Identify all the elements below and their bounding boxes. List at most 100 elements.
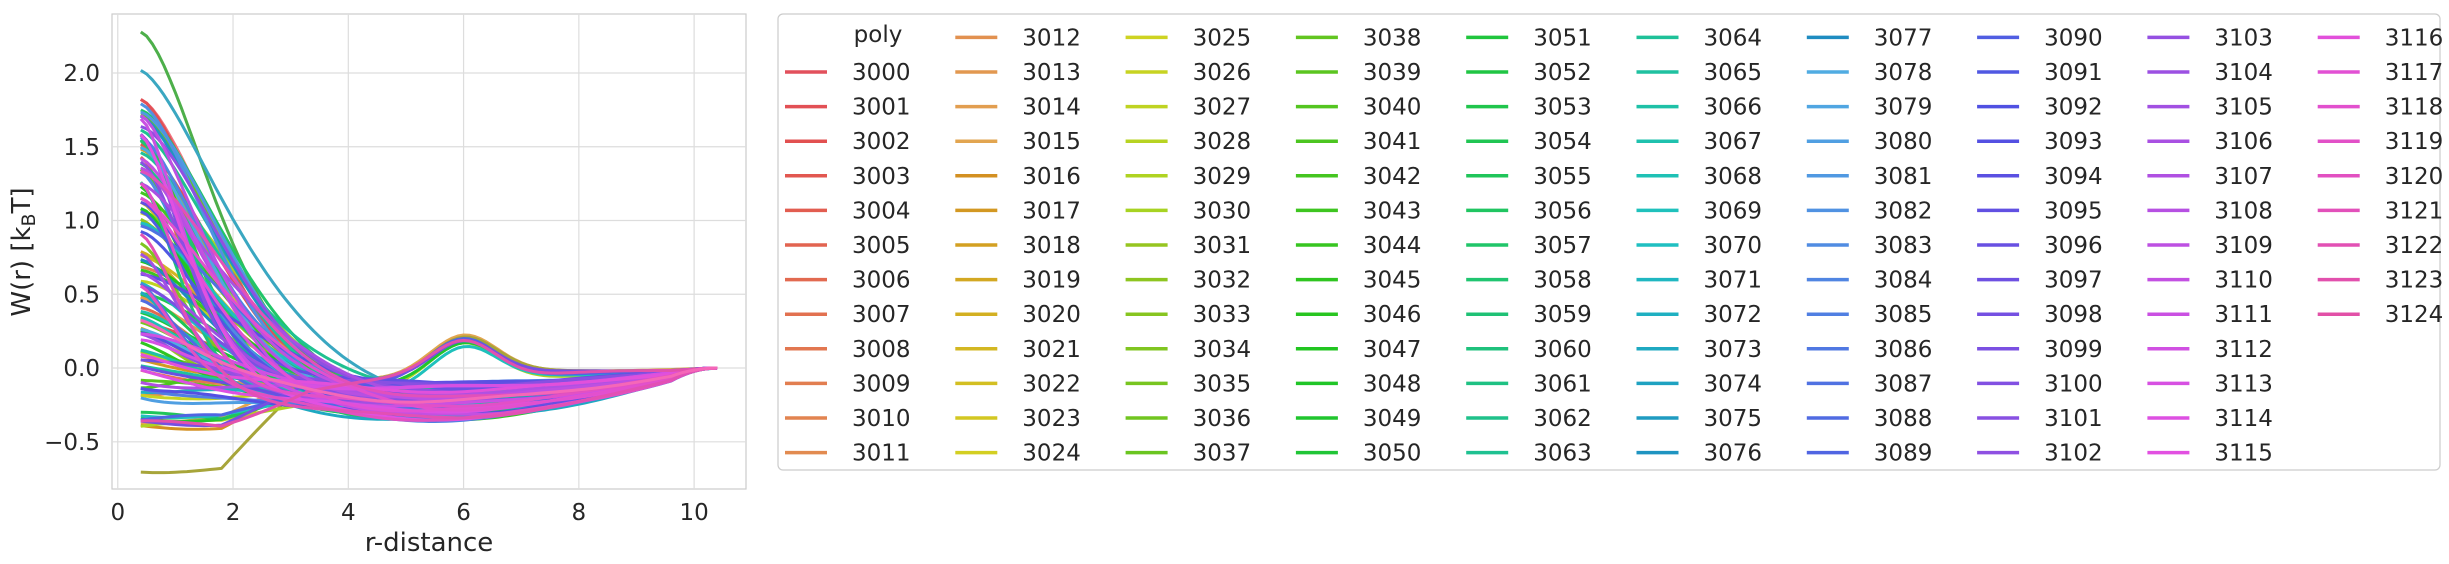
- legend-label: 3054: [1533, 129, 1592, 155]
- y-tick-label: 0.5: [63, 282, 100, 308]
- legend-label: 3036: [1193, 406, 1252, 432]
- legend-label: 3025: [1193, 25, 1252, 51]
- legend-label: 3089: [1874, 441, 1933, 467]
- series-line-3122: [139, 232, 718, 420]
- legend-label: 3022: [1022, 371, 1081, 397]
- x-tick-label: 10: [679, 500, 708, 526]
- legend-label: 3019: [1022, 268, 1081, 294]
- legend-label: 3004: [852, 198, 911, 224]
- legend-label: 3088: [1874, 406, 1933, 432]
- legend-label: 3103: [2214, 25, 2273, 51]
- x-tick-label: 4: [341, 500, 356, 526]
- legend-label: 3057: [1533, 233, 1592, 259]
- legend-label: 3086: [1874, 337, 1933, 363]
- legend-label: 3084: [1874, 268, 1933, 294]
- legend-label: 3083: [1874, 233, 1933, 259]
- legend-label: 3094: [2044, 164, 2103, 190]
- legend-label: 3030: [1193, 198, 1252, 224]
- legend-label: 3048: [1363, 371, 1422, 397]
- legend-label: 3068: [1704, 164, 1763, 190]
- legend-label: 3046: [1363, 302, 1422, 328]
- legend-label: 3005: [852, 233, 911, 259]
- legend-label: 3067: [1704, 129, 1763, 155]
- y-tick-label: −0.5: [44, 430, 100, 456]
- legend-label: 3011: [852, 441, 911, 467]
- x-tick-label: 6: [456, 500, 471, 526]
- legend-label: 3070: [1704, 233, 1763, 259]
- y-axis-title-sub: B: [18, 213, 40, 226]
- legend-label: 3009: [852, 371, 911, 397]
- legend-label: 3047: [1363, 337, 1422, 363]
- legend-label: 3010: [852, 406, 911, 432]
- series-line-3123: [140, 338, 718, 428]
- legend-label: 3056: [1533, 198, 1592, 224]
- legend-label: 3115: [2214, 441, 2273, 467]
- legend-label: 3111: [2214, 302, 2273, 328]
- legend-label: 3109: [2214, 233, 2273, 259]
- legend-label: 3014: [1022, 95, 1081, 121]
- legend-label: 3001: [852, 95, 911, 121]
- legend-label: 3003: [852, 164, 911, 190]
- legend-label: 3029: [1193, 164, 1252, 190]
- legend-label: 3058: [1533, 268, 1592, 294]
- legend-label: 3080: [1874, 129, 1933, 155]
- legend-label: 3107: [2214, 164, 2273, 190]
- legend-label: 3113: [2214, 371, 2273, 397]
- legend-label: 3079: [1874, 95, 1933, 121]
- legend-label: 3075: [1704, 406, 1763, 432]
- y-tick-label: 1.0: [63, 209, 100, 235]
- legend-label: 3020: [1022, 302, 1081, 328]
- legend-label: 3060: [1533, 337, 1592, 363]
- legend-label: 3065: [1704, 60, 1763, 86]
- legend-label: 3078: [1874, 60, 1933, 86]
- legend-label: 3034: [1193, 337, 1252, 363]
- legend-label: 3073: [1704, 337, 1763, 363]
- legend-label: 3076: [1704, 441, 1763, 467]
- y-tick-label: 2.0: [63, 61, 100, 87]
- legend-label: 3101: [2044, 406, 2103, 432]
- legend-label: 3124: [2385, 302, 2444, 328]
- legend-label: 3040: [1363, 95, 1422, 121]
- legend-label: 3027: [1193, 95, 1252, 121]
- y-axis-title-main: W(r) [k: [7, 226, 37, 316]
- legend-label: 3087: [1874, 371, 1933, 397]
- legend-label: 3024: [1022, 441, 1081, 467]
- legend-label: 3121: [2385, 198, 2444, 224]
- legend-label: 3028: [1193, 129, 1252, 155]
- legend-label: 3122: [2385, 233, 2444, 259]
- legend-label: 3039: [1363, 60, 1422, 86]
- legend-label: 3038: [1363, 25, 1422, 51]
- legend-label: 3069: [1704, 198, 1763, 224]
- legend-label: 3090: [2044, 25, 2103, 51]
- legend-label: 3049: [1363, 406, 1422, 432]
- x-axis-title: r-distance: [365, 528, 494, 558]
- legend: 3000 3001 3002 3003 3004 3005 3006 3007 3008 3009…: [785, 25, 2444, 467]
- legend-label: 3104: [2214, 60, 2273, 86]
- legend-label: 3085: [1874, 302, 1933, 328]
- legend-label: 3043: [1363, 198, 1422, 224]
- legend-label: 3071: [1704, 268, 1763, 294]
- legend-label: 3097: [2044, 268, 2103, 294]
- legend-label: 3041: [1363, 129, 1422, 155]
- legend-label: 3099: [2044, 337, 2103, 363]
- x-ticks: 0 2 4 6 8 10: [110, 500, 708, 526]
- legend-label: 3053: [1533, 95, 1592, 121]
- legend-label: 3061: [1533, 371, 1592, 397]
- x-tick-label: 2: [226, 500, 241, 526]
- legend-label: 3096: [2044, 233, 2103, 259]
- legend-label: 3050: [1363, 441, 1422, 467]
- legend-label: 3000: [852, 60, 911, 86]
- legend-label: 3118: [2385, 95, 2444, 121]
- y-axis-title: W(r) [kBT]: [7, 187, 40, 316]
- series-lines: [139, 30, 718, 475]
- legend-label: 3119: [2385, 129, 2444, 155]
- series-line-3109: [139, 114, 718, 401]
- y-tick-label: 1.5: [63, 135, 100, 161]
- legend-label: 3098: [2044, 302, 2103, 328]
- legend-label: 3035: [1193, 371, 1252, 397]
- series-line-3118: [140, 196, 718, 412]
- legend-label: 3017: [1022, 198, 1081, 224]
- legend-label: 3100: [2044, 371, 2103, 397]
- legend-label: 3120: [2385, 164, 2444, 190]
- legend-label: 3123: [2385, 268, 2444, 294]
